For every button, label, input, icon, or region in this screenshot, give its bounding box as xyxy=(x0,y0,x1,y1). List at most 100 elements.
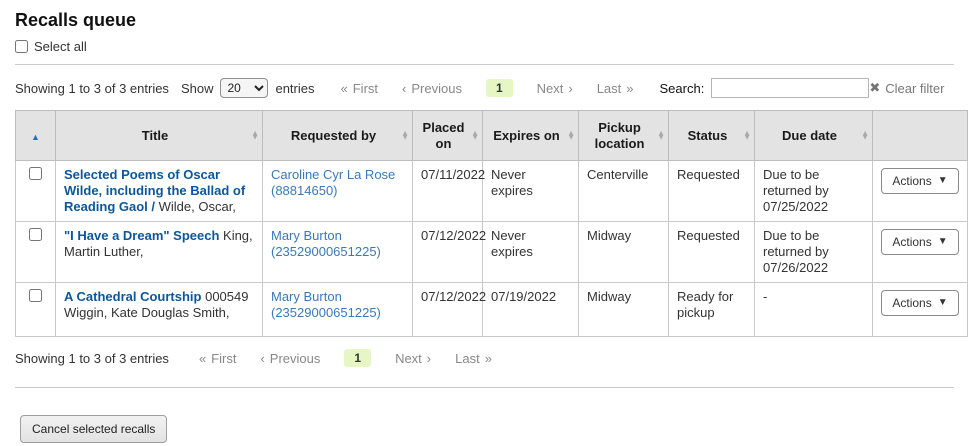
entries-info-top: Showing 1 to 3 of 3 entries xyxy=(15,80,169,96)
actions-button[interactable]: Actions ▼ xyxy=(881,229,959,255)
header-actions xyxy=(872,110,968,161)
first-page-button[interactable]: «First xyxy=(198,350,237,366)
expires-on-cell: Never expires xyxy=(482,160,579,222)
patron-link[interactable]: Mary Burton (23529000651225) xyxy=(271,289,381,320)
previous-page-button[interactable]: ‹ Previous xyxy=(402,80,462,96)
header-due-date[interactable]: Due date xyxy=(754,110,873,161)
sort-icon xyxy=(743,131,751,140)
pagination-top: «First ‹ Previous 1 Next › Last» xyxy=(341,79,658,97)
top-divider xyxy=(15,64,954,65)
title-link[interactable]: "I Have a Dream" Speech xyxy=(64,228,220,243)
sort-icon xyxy=(567,131,575,140)
expires-on-cell: 07/19/2022 xyxy=(482,282,579,337)
page-length-select[interactable]: 20 xyxy=(220,78,269,98)
title-link[interactable]: A Cathedral Courtship xyxy=(64,289,202,304)
sort-icon xyxy=(401,131,409,140)
next-icon: › xyxy=(426,350,432,366)
first-page-button[interactable]: «First xyxy=(340,80,379,96)
cancel-selected-recalls-button[interactable]: Cancel selected recalls xyxy=(20,415,168,443)
status-cell: Requested xyxy=(668,221,755,283)
title-author: King, Martin Luther, xyxy=(64,228,253,259)
sort-icon xyxy=(861,131,869,140)
show-entries: Show 20 entries xyxy=(181,78,315,98)
caret-down-icon: ▼ xyxy=(937,236,948,247)
placed-on-cell: 07/11/2022 xyxy=(412,160,485,222)
select-all-checkbox[interactable] xyxy=(15,40,28,53)
entries-label: entries xyxy=(275,80,315,96)
sort-icon xyxy=(657,131,665,140)
table-controls-top: Showing 1 to 3 of 3 entries Show 20 entr… xyxy=(15,65,954,108)
search-area: Search: xyxy=(660,78,870,98)
table-controls-bottom: Showing 1 to 3 of 3 entries «First ‹ Prev… xyxy=(15,337,954,377)
pickup-location-cell: Midway xyxy=(578,282,669,337)
due-date-cell: Due to be returned by 07/25/2022 xyxy=(754,160,873,222)
header-expires-on[interactable]: Expires on xyxy=(482,110,579,161)
requested-by-cell: Mary Burton (23529000651225) xyxy=(262,221,413,283)
title-author: Wilde, Oscar, xyxy=(155,198,236,214)
next-page-button[interactable]: Next › xyxy=(536,80,573,96)
entries-info-bottom: Showing 1 to 3 of 3 entries xyxy=(15,350,169,366)
last-icon: » xyxy=(626,80,634,96)
search-input[interactable] xyxy=(711,78,870,98)
patron-link[interactable]: Mary Burton (23529000651225) xyxy=(271,228,381,259)
header-title[interactable]: Title xyxy=(55,110,263,161)
pickup-location-cell: Midway xyxy=(578,221,669,283)
previous-icon: ‹ xyxy=(260,350,265,366)
caret-down-icon: ▼ xyxy=(937,297,948,308)
pickup-location-cell: Centerville xyxy=(578,160,669,222)
row-checkbox[interactable] xyxy=(29,228,42,241)
last-icon: » xyxy=(484,350,492,366)
title-link[interactable]: Selected Poems of Oscar Wilde, including… xyxy=(64,167,246,214)
header-select-column[interactable]: ▲ xyxy=(15,110,56,161)
previous-page-button[interactable]: ‹ Previous xyxy=(260,350,321,366)
expires-on-cell: Never expires xyxy=(482,221,579,283)
header-status[interactable]: Status xyxy=(668,110,755,161)
title-author: 000549 Wiggin, Kate Douglas Smith, xyxy=(64,289,249,320)
patron-link[interactable]: Caroline Cyr La Rose (88814650) xyxy=(271,167,396,198)
requested-by-cell: Mary Burton (23529000651225) xyxy=(262,282,413,337)
table-header-row: ▲ Title Requested by Placed on Expires o… xyxy=(15,110,968,161)
placed-on-cell: 07/12/2022 xyxy=(412,221,486,283)
due-date-cell: - xyxy=(754,282,873,337)
actions-button[interactable]: Actions ▼ xyxy=(881,168,959,194)
previous-icon: ‹ xyxy=(402,80,407,96)
select-all-row: Select all xyxy=(15,39,954,54)
status-cell: Ready for pickup xyxy=(668,282,755,337)
due-date-cell: Due to be returned by 07/26/2022 xyxy=(754,221,873,283)
header-pickup-location[interactable]: Pickup location xyxy=(578,110,669,161)
sort-ascending-icon: ▲ xyxy=(31,131,40,142)
first-icon: « xyxy=(198,350,207,366)
title-cell: "I Have a Dream" Speech King, Martin Lut… xyxy=(55,221,263,283)
first-icon: « xyxy=(340,80,348,96)
clear-filter-label: Clear filter xyxy=(885,80,945,96)
actions-button[interactable]: Actions ▼ xyxy=(881,290,959,316)
table-row: Selected Poems of Oscar Wilde, including… xyxy=(15,160,968,222)
sort-icon xyxy=(251,131,259,140)
header-requested-by[interactable]: Requested by xyxy=(262,110,413,161)
caret-down-icon: ▼ xyxy=(937,175,948,186)
header-placed-on[interactable]: Placed on xyxy=(412,110,483,161)
current-page-button[interactable]: 1 xyxy=(485,79,513,97)
last-page-button[interactable]: Last» xyxy=(596,80,634,96)
next-icon: › xyxy=(568,80,573,96)
title-cell: Selected Poems of Oscar Wilde, including… xyxy=(55,160,263,222)
search-label: Search: xyxy=(659,80,705,96)
placed-on-cell: 07/12/2022 xyxy=(412,282,486,337)
row-checkbox[interactable] xyxy=(29,167,42,180)
clear-filter-button[interactable]: ✖ Clear filter xyxy=(869,80,944,96)
show-label: Show xyxy=(180,80,214,96)
last-page-button[interactable]: Last» xyxy=(455,350,492,366)
page-title: Recalls queue xyxy=(15,10,137,30)
footer-area: Cancel selected recalls xyxy=(15,402,954,443)
row-checkbox[interactable] xyxy=(29,289,42,302)
table-row: A Cathedral Courtship 000549 Wiggin, Kat… xyxy=(15,282,968,337)
requested-by-cell: Caroline Cyr La Rose (88814650) xyxy=(262,160,413,222)
next-page-button[interactable]: Next › xyxy=(395,350,432,366)
sort-icon xyxy=(471,131,479,140)
clear-filter-icon: ✖ xyxy=(869,80,881,95)
select-all-label: Select all xyxy=(34,39,87,54)
title-cell: A Cathedral Courtship 000549 Wiggin, Kat… xyxy=(55,282,263,337)
current-page-button[interactable]: 1 xyxy=(344,349,372,367)
pagination-bottom: «First ‹ Previous 1 Next › Last» xyxy=(199,349,516,367)
